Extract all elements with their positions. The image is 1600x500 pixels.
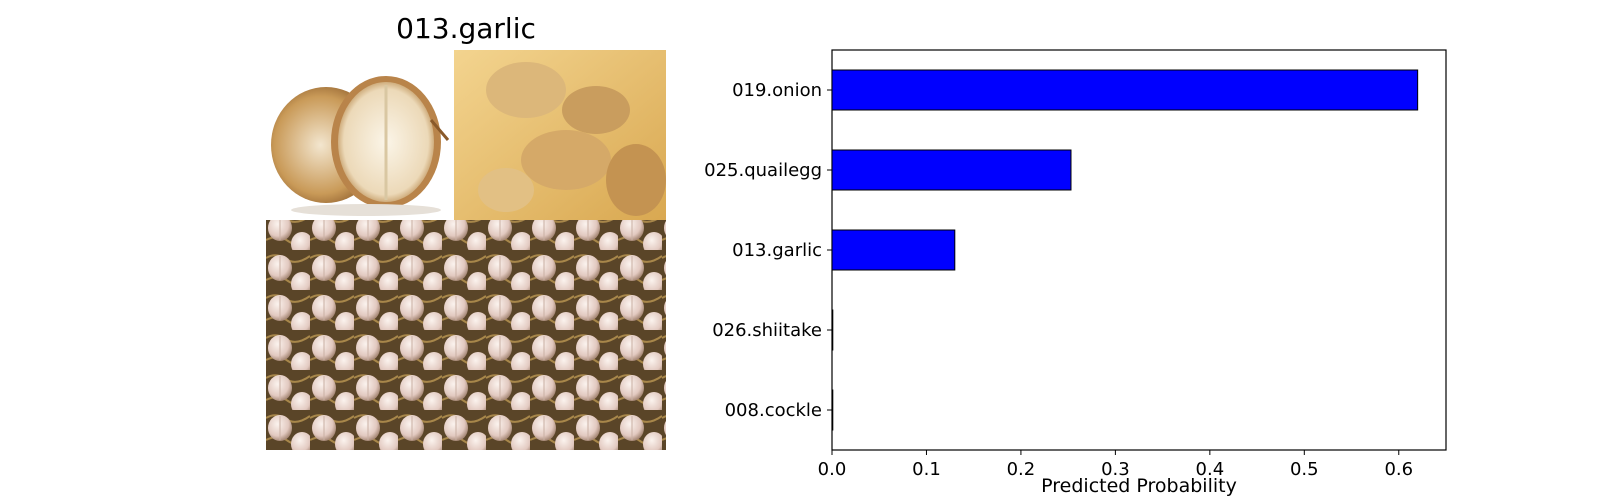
x-tick-label: 0.3: [1101, 459, 1130, 480]
x-tick-label: 0.0: [818, 459, 847, 480]
y-tick-label: 008.cockle: [725, 400, 822, 421]
y-tick-label: 025.quailegg: [704, 160, 822, 181]
x-tick-label: 0.6: [1384, 459, 1413, 480]
y-tick-label: 026.shiitake: [712, 320, 822, 341]
bar-013-garlic: [831, 229, 956, 271]
bar-019-onion: [831, 69, 1419, 111]
image-title: 013.garlic: [396, 12, 536, 45]
bar-026-shiitake: [831, 309, 834, 351]
x-tick-label: 0.4: [1196, 459, 1225, 480]
bar-008-cockle: [831, 389, 834, 431]
x-tick-label: 0.5: [1290, 459, 1319, 480]
x-axis-label: Predicted Probability: [1041, 475, 1237, 497]
bar-025-quailegg: [831, 149, 1072, 191]
x-tick-label: 0.1: [912, 459, 941, 480]
x-tick-label: 0.2: [1007, 459, 1036, 480]
y-tick-label: 019.onion: [732, 80, 822, 101]
y-tick-label: 013.garlic: [732, 240, 822, 261]
sample-photo-collage: [266, 50, 666, 450]
